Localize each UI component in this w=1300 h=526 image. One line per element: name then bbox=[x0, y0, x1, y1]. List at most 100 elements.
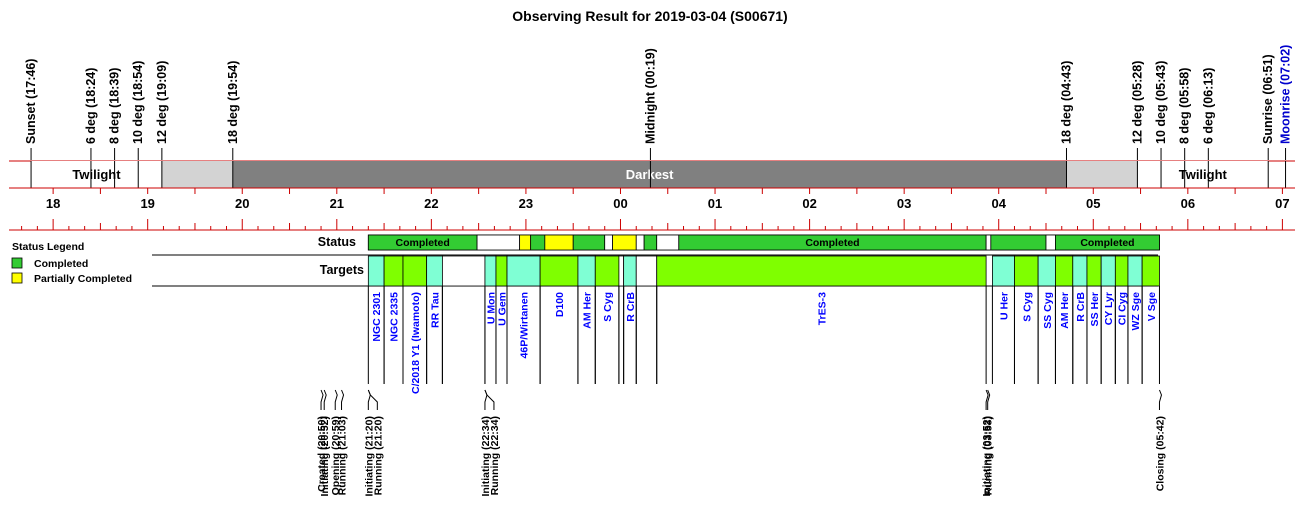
target-block bbox=[1114, 255, 1129, 287]
sky-band-astro bbox=[1066, 161, 1138, 188]
target-block bbox=[623, 255, 637, 287]
target-name-label: AM Her bbox=[1059, 292, 1071, 329]
target-name-label: TrES-3 bbox=[816, 292, 828, 325]
sky-event-label: 8 deg (18:39) bbox=[108, 68, 122, 144]
target-name-label: 46P/Wirtanen bbox=[519, 292, 531, 358]
target-name-label: S Cyg bbox=[602, 292, 614, 322]
hour-tick-label: 00 bbox=[613, 196, 627, 211]
target-block bbox=[1100, 255, 1116, 287]
event-marker bbox=[323, 389, 327, 410]
sky-event-label: 18 deg (19:54) bbox=[226, 61, 240, 144]
target-block bbox=[426, 255, 443, 287]
target-name-label: R CrB bbox=[1075, 292, 1087, 322]
sky-event-label: 6 deg (18:24) bbox=[84, 68, 98, 144]
sky-event-label: Sunset (17:46) bbox=[24, 59, 38, 144]
sky-event-label: 12 deg (19:09) bbox=[155, 61, 169, 144]
targets-row-label: Targets bbox=[320, 263, 364, 277]
legend-label: Completed bbox=[34, 258, 88, 270]
sky-event-markers: Sunset (17:46) 6 deg (18:24) 8 deg (18:39)… bbox=[24, 45, 1293, 160]
status-segment bbox=[985, 234, 992, 251]
hour-axis: 18 19 20 21 22 23 00 01 02 03 04 05 06 07 bbox=[9, 188, 1295, 231]
target-name-label: RR Tau bbox=[430, 292, 442, 328]
hour-tick-label: 19 bbox=[140, 196, 154, 211]
sky-event-label: 6 deg (06:13) bbox=[1201, 68, 1215, 144]
sky-event-label: 10 deg (18:54) bbox=[131, 61, 145, 144]
event-marker bbox=[1158, 389, 1162, 410]
legend-label: Partially Completed bbox=[34, 273, 132, 285]
target-name-label: V Sge bbox=[1146, 292, 1158, 321]
event-label: Created (20:50) bbox=[316, 416, 328, 492]
status-segment bbox=[635, 234, 645, 251]
event-label: Running (21:03) bbox=[337, 416, 349, 495]
target-block bbox=[1127, 255, 1143, 287]
event-label: Initiating (20:52) bbox=[319, 416, 331, 497]
hour-tick-label: 07 bbox=[1275, 196, 1289, 211]
hour-tick-label: 23 bbox=[519, 196, 533, 211]
target-name-label: SS Her bbox=[1089, 292, 1101, 326]
target-block bbox=[367, 255, 385, 287]
event-marker bbox=[987, 389, 991, 410]
target-name-label: S Cyg bbox=[1021, 292, 1033, 322]
target-name-label: SS Cyg bbox=[1042, 292, 1054, 329]
status-segment bbox=[1055, 234, 1160, 251]
target-block bbox=[1072, 255, 1088, 287]
event-label: Initiating (21:20) bbox=[363, 416, 375, 497]
status-segment bbox=[604, 234, 614, 251]
event-label: Initiating (22:34) bbox=[480, 416, 492, 497]
status-segment-label: Completed bbox=[805, 237, 859, 249]
target-name-label: C/2018 Y1 (Iwamoto) bbox=[410, 292, 422, 394]
sky-band-darkest bbox=[232, 161, 1067, 188]
target-block bbox=[495, 255, 508, 287]
hour-tick-label: 04 bbox=[991, 196, 1006, 211]
event-marker bbox=[484, 389, 495, 410]
target-block bbox=[1037, 255, 1056, 287]
status-segment bbox=[572, 234, 606, 251]
target-name-label: U Gem bbox=[496, 292, 508, 326]
event-marker bbox=[367, 389, 378, 410]
status-segment-label: Completed bbox=[396, 237, 450, 249]
target-block bbox=[506, 255, 541, 287]
status-row-label: Status bbox=[318, 235, 356, 249]
legend-swatch bbox=[11, 257, 23, 269]
target-block bbox=[594, 255, 620, 287]
event-marker bbox=[320, 389, 324, 410]
status-and-target-rows: Status Targets Completed Completed Completed… bbox=[152, 234, 1160, 394]
legend-title: Status Legend bbox=[12, 241, 84, 253]
target-block bbox=[484, 255, 497, 287]
target-block bbox=[577, 255, 596, 287]
target-block bbox=[992, 255, 1015, 287]
sky-band-label: Twilight bbox=[1179, 167, 1228, 182]
event-label: Opening (20:59) bbox=[330, 416, 342, 495]
sky-event-label: 12 deg (05:28) bbox=[1130, 61, 1144, 144]
sky-band-astro bbox=[161, 161, 233, 188]
sky-event-label: Midnight (00:19) bbox=[643, 48, 657, 144]
event-marker bbox=[985, 389, 989, 410]
status-segment bbox=[476, 234, 521, 251]
status-segment bbox=[530, 234, 546, 251]
status-segment bbox=[544, 234, 574, 251]
event-label: Running (03:53) bbox=[983, 416, 995, 495]
event-label: Initiating (03:52) bbox=[981, 416, 993, 497]
target-name-label: U Her bbox=[998, 292, 1010, 320]
target-name-label: NGC 2301 bbox=[371, 292, 383, 342]
hour-tick-label: 22 bbox=[424, 196, 438, 211]
status-segment bbox=[1045, 234, 1056, 251]
target-block bbox=[441, 255, 486, 287]
target-block bbox=[1055, 255, 1074, 287]
sky-event-label: 10 deg (05:43) bbox=[1154, 61, 1168, 144]
operation-events: Created (20:50)Initiating (20:52) Opening… bbox=[316, 389, 1166, 497]
target-name-label: AM Her bbox=[582, 292, 594, 329]
target-name-label: CI Cyg bbox=[1117, 292, 1129, 325]
hour-tick-label: 02 bbox=[802, 196, 816, 211]
status-segment bbox=[990, 234, 1047, 251]
event-marker bbox=[341, 389, 345, 410]
status-segment bbox=[519, 234, 532, 251]
status-legend: Status Legend Completed Partially Complete… bbox=[11, 241, 132, 285]
target-name-label: D100 bbox=[554, 292, 566, 317]
sky-event-label: Moonrise (07:02) bbox=[1279, 45, 1293, 144]
sky-event-label: 18 deg (04:43) bbox=[1059, 61, 1073, 144]
status-segment bbox=[643, 234, 658, 251]
event-label: Running (22:34) bbox=[489, 416, 501, 495]
target-name-label: R CrB bbox=[625, 292, 637, 322]
